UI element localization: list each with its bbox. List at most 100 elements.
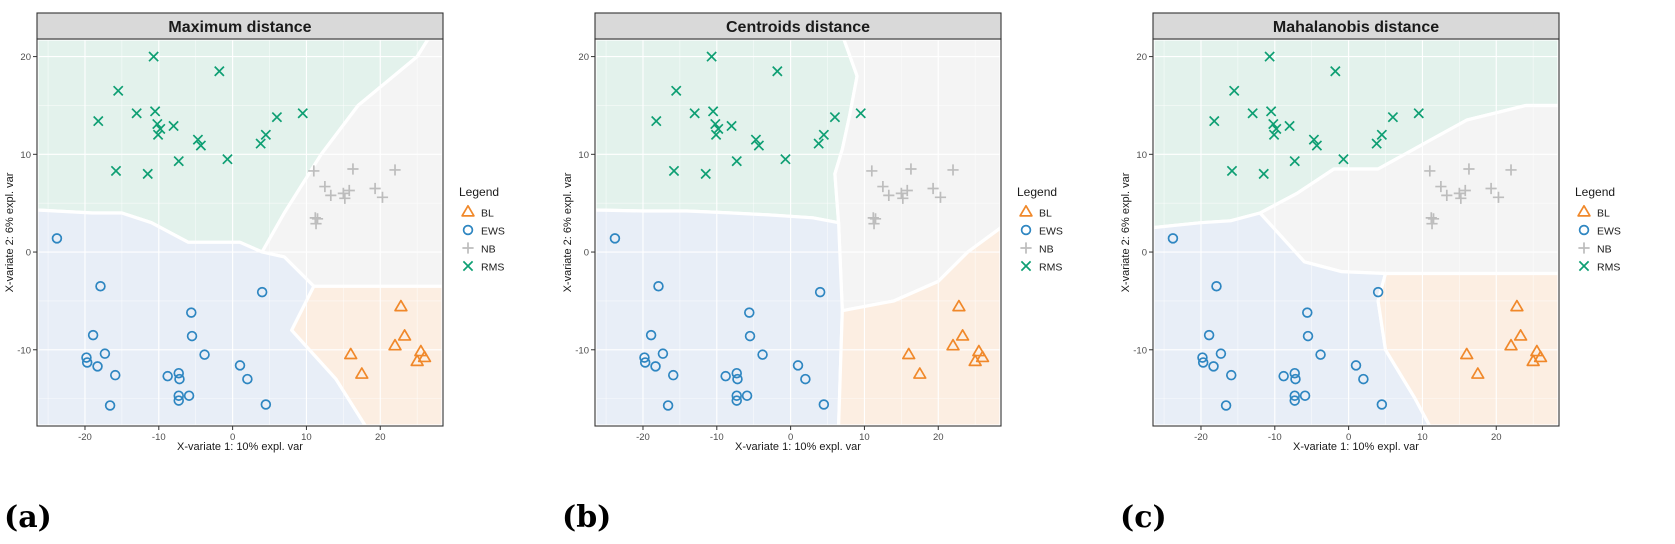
point-nb [1435, 180, 1447, 193]
legend-label: RMS [481, 262, 504, 274]
title-strip [1152, 12, 1560, 40]
point-rms [813, 138, 824, 149]
scatter-chart-centroids-distance: Centroids distance -20 -10 0 10 20 -10 0 10 20 X-v… [562, 12, 1063, 453]
point-rms [710, 118, 721, 130]
point-ews [1220, 400, 1232, 411]
point-ews [1290, 373, 1301, 385]
axes: -20 -10 0 10 20 -10 0 10 20 X-variate 1: 10% expl… [1120, 52, 1502, 453]
legend-title: Legend [1575, 185, 1615, 199]
point-ews [1358, 373, 1369, 385]
point-ews [1208, 361, 1219, 372]
point-rms [829, 111, 841, 123]
point-ews [792, 360, 804, 371]
point-rms [222, 154, 233, 165]
data-points [1167, 51, 1548, 411]
y-tick-label: 20 [20, 52, 31, 63]
point-nb [1453, 187, 1465, 200]
point-ews [1167, 233, 1179, 244]
y-tick-label: -10 [1133, 345, 1147, 356]
point-bl [913, 367, 927, 379]
panel-mahalanobis-distance: Mahalanobis distance -20 -10 0 10 20 -10 0 10 20 X… [1116, 0, 1674, 544]
point-ews [1215, 348, 1227, 359]
series-ews [51, 233, 272, 411]
panel-maximum-distance: Maximum distance -20 -10 0 10 20 -10 0 10 20 X-var… [0, 0, 558, 544]
point-nb [927, 182, 939, 195]
y-tick-label: -10 [575, 345, 589, 356]
y-tick-label: 0 [584, 248, 589, 259]
point-rms [1268, 129, 1280, 140]
legend-label: BL [481, 208, 494, 220]
point-ews [757, 349, 768, 360]
y-tick-label: 0 [1142, 248, 1147, 259]
point-bl [1530, 344, 1544, 357]
point-nb [869, 213, 882, 225]
point-rms [260, 129, 272, 140]
region-rms [595, 39, 859, 225]
point-nb [905, 163, 917, 175]
point-rms [1376, 129, 1388, 140]
legend-item-rms: RMS [462, 260, 504, 274]
point-ews [1289, 390, 1300, 401]
point-bl [1504, 338, 1518, 351]
point-ews [1289, 367, 1300, 379]
data-points [51, 51, 432, 411]
point-ews [99, 348, 111, 359]
axes: -20 -10 0 10 20 -10 0 10 20 X-variate 1: 10% expl… [562, 52, 944, 453]
legend-marker-plus [462, 242, 474, 254]
point-bl [955, 329, 970, 341]
point-rms [651, 115, 662, 127]
x-tick-label: -10 [710, 432, 724, 443]
legend-label: EWS [1597, 226, 1621, 238]
point-rms [1308, 134, 1320, 145]
point-rms [1228, 85, 1240, 96]
point-rms [706, 51, 717, 62]
x-tick-label: 20 [1491, 432, 1502, 443]
chart-title: Mahalanobis distance [1273, 19, 1439, 36]
legend-marker-plus [1578, 242, 1590, 254]
scatter-chart-mahalanobis-distance: Mahalanobis distance -20 -10 0 10 20 -10 0 10 20 X… [1120, 12, 1621, 453]
x-tick-label: -20 [1194, 432, 1208, 443]
x-tick-label: 20 [933, 432, 944, 443]
point-rms [1413, 108, 1424, 119]
point-ews [1203, 329, 1215, 341]
legend: Legend BL EWS NB RMS [1575, 185, 1621, 274]
x-tick-label: -20 [78, 432, 92, 443]
legend-label: EWS [481, 226, 505, 238]
point-nb [883, 189, 895, 201]
scatter-chart-maximum-distance: Maximum distance -20 -10 0 10 20 -10 0 10 20 X-var… [4, 12, 505, 453]
point-ews [667, 369, 679, 381]
series-bl [901, 299, 990, 379]
point-rms [670, 85, 682, 96]
series-nb [1424, 163, 1517, 230]
point-ews [731, 390, 742, 401]
point-rms [195, 140, 207, 151]
legend-label: RMS [1039, 262, 1062, 274]
x-axis-label: X-variate 1: 10% expl. var [177, 441, 303, 453]
panel-label: (a) [4, 500, 52, 535]
point-rms [700, 168, 711, 180]
point-ews [1197, 352, 1208, 363]
point-bl [414, 344, 428, 357]
chart-title: Centroids distance [726, 19, 870, 36]
chart-title: Maximum distance [168, 19, 311, 36]
point-ews [639, 352, 650, 363]
point-ews [662, 400, 674, 411]
point-bl [1513, 329, 1528, 341]
legend-label: NB [1597, 244, 1612, 256]
legend-marker-circle [1578, 224, 1590, 236]
legend: Legend BL EWS NB RMS [1017, 185, 1063, 274]
point-nb [866, 165, 878, 177]
point-ews [81, 357, 93, 368]
point-rms [152, 118, 163, 130]
point-bl [417, 350, 432, 363]
decision-regions [595, 39, 1001, 426]
point-nb [895, 187, 907, 200]
legend-label: BL [1597, 208, 1610, 220]
point-ews [1302, 330, 1314, 342]
point-bl [972, 344, 986, 357]
x-axis-label: X-variate 1: 10% expl. var [735, 441, 861, 453]
point-rms [753, 140, 765, 151]
point-ews [609, 233, 621, 244]
x-axis-label: X-variate 1: 10% expl. var [1293, 441, 1419, 453]
point-rms [1330, 66, 1341, 77]
